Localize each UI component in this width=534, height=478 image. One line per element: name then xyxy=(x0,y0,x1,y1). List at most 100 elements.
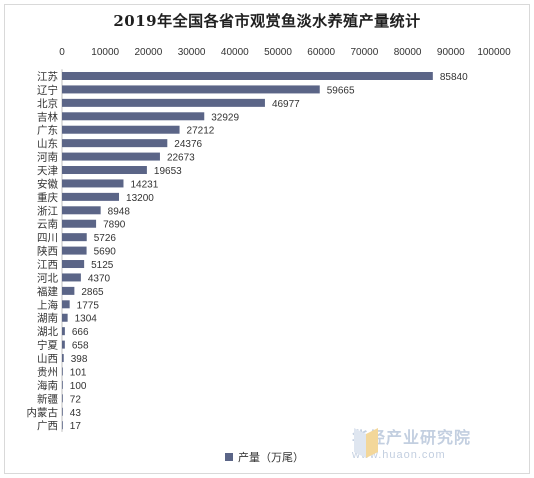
bar xyxy=(62,421,63,430)
category-label: 湖北 xyxy=(37,326,58,338)
bar xyxy=(62,286,75,295)
data-label: 1775 xyxy=(77,300,100,311)
data-label: 4370 xyxy=(88,273,111,284)
watermark-logo-icon xyxy=(354,428,378,458)
data-label: 32929 xyxy=(211,112,239,123)
category-label: 山西 xyxy=(37,353,58,365)
bar xyxy=(62,246,87,255)
bar xyxy=(62,192,120,201)
category-label: 广东 xyxy=(37,124,58,137)
category-label: 贵州 xyxy=(37,365,58,378)
data-label: 27212 xyxy=(187,126,215,137)
x-tick-label: 100000 xyxy=(477,47,511,58)
legend: 产量（万尾） xyxy=(225,449,304,465)
category-label: 安徽 xyxy=(37,177,58,190)
bar xyxy=(62,407,63,416)
x-tick-label: 80000 xyxy=(394,47,422,58)
data-label: 43 xyxy=(70,408,82,419)
bar xyxy=(62,85,320,94)
bar xyxy=(62,98,265,107)
data-label: 85840 xyxy=(440,72,468,83)
bar xyxy=(62,380,63,389)
bar xyxy=(62,367,63,376)
data-label: 2865 xyxy=(81,287,104,298)
bar xyxy=(62,394,63,403)
x-tick-label: 30000 xyxy=(178,47,206,58)
category-label: 重庆 xyxy=(37,191,58,204)
bar xyxy=(62,300,70,309)
data-label: 5690 xyxy=(94,247,117,258)
category-label: 新疆 xyxy=(37,392,58,405)
legend-label: 产量（万尾） xyxy=(238,451,304,464)
bar xyxy=(62,152,160,161)
x-tick-label: 90000 xyxy=(437,47,465,58)
x-tick-label: 70000 xyxy=(350,47,378,58)
category-label: 江西 xyxy=(37,259,58,271)
bar xyxy=(62,233,87,242)
chart-title: 2019年全国各省市观赏鱼淡水养殖产量统计 xyxy=(113,12,421,30)
data-label: 24376 xyxy=(174,139,202,150)
category-label: 内蒙古 xyxy=(27,406,59,419)
data-label: 72 xyxy=(70,394,82,405)
watermark: 华经产业研究院 www.huaon.com xyxy=(352,424,471,461)
bar xyxy=(62,179,124,188)
x-tick-label: 50000 xyxy=(264,47,292,58)
category-label: 宁夏 xyxy=(37,339,58,352)
data-label: 658 xyxy=(72,341,89,352)
bar xyxy=(62,313,68,322)
data-label: 17 xyxy=(70,421,82,432)
data-label: 19653 xyxy=(154,166,182,177)
data-label: 5125 xyxy=(91,260,114,271)
category-label: 福建 xyxy=(37,285,58,298)
data-label: 46977 xyxy=(272,99,300,110)
category-label: 四川 xyxy=(37,232,58,244)
data-label: 5726 xyxy=(94,233,117,244)
bar xyxy=(62,72,433,80)
data-label: 13200 xyxy=(126,193,154,204)
category-label: 天津 xyxy=(37,165,58,177)
watermark-name: 华经产业研究院 xyxy=(352,428,472,447)
bar xyxy=(62,125,180,134)
data-label: 100 xyxy=(70,381,87,392)
data-label: 101 xyxy=(70,367,87,378)
category-label: 江苏 xyxy=(37,70,58,83)
data-label: 22673 xyxy=(167,153,195,164)
category-label: 陕西 xyxy=(37,245,58,258)
data-label: 59665 xyxy=(327,85,355,96)
bar xyxy=(62,112,205,121)
bar xyxy=(62,260,85,269)
bar xyxy=(62,354,64,363)
category-label: 广西 xyxy=(37,420,58,432)
category-label: 吉林 xyxy=(37,110,58,123)
category-label: 湖南 xyxy=(37,312,58,325)
x-tick-label: 40000 xyxy=(221,47,249,58)
bar xyxy=(62,273,81,282)
x-tick-label: 0 xyxy=(59,47,65,58)
data-label: 14231 xyxy=(130,179,158,190)
category-label: 北京 xyxy=(37,97,58,110)
chart-frame xyxy=(4,4,530,474)
category-label: 辽宁 xyxy=(37,83,58,96)
category-label: 海南 xyxy=(37,379,58,392)
data-label: 8948 xyxy=(108,206,131,217)
data-label: 1304 xyxy=(75,314,98,325)
bar xyxy=(62,219,97,228)
bar xyxy=(62,206,101,215)
category-label: 河北 xyxy=(37,272,58,284)
category-label: 浙江 xyxy=(37,205,58,217)
data-label: 666 xyxy=(72,327,89,338)
data-label: 398 xyxy=(71,354,88,365)
category-label: 上海 xyxy=(37,298,58,311)
bar xyxy=(62,340,65,349)
category-label: 山东 xyxy=(37,137,58,150)
bar xyxy=(62,327,65,336)
data-label: 7890 xyxy=(103,220,126,231)
legend-swatch xyxy=(225,453,233,461)
x-tick-label: 20000 xyxy=(134,47,162,58)
x-tick-label: 60000 xyxy=(307,47,335,58)
bar xyxy=(62,139,168,148)
x-tick-label: 10000 xyxy=(91,47,119,58)
bar xyxy=(62,166,147,175)
category-label: 云南 xyxy=(37,218,58,231)
